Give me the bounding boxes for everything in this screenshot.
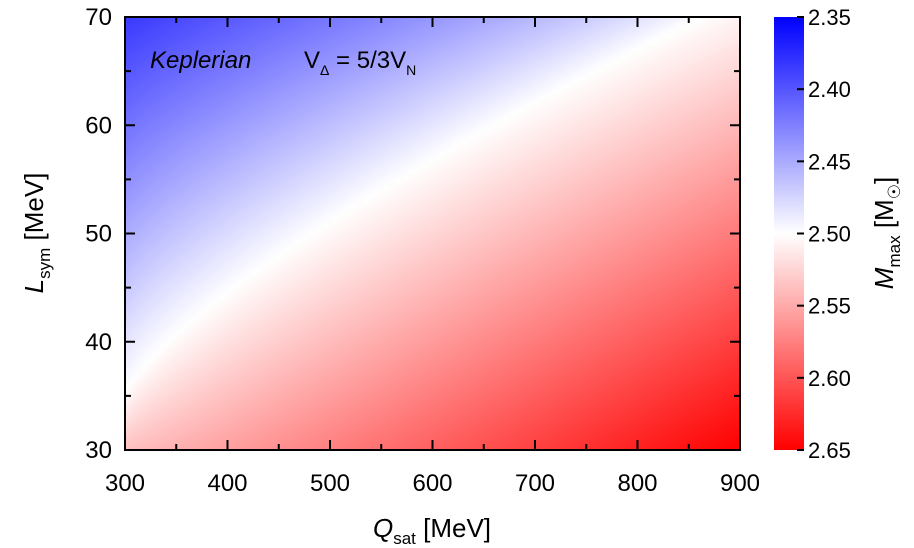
x-tick-label: 400 xyxy=(207,470,247,497)
x-tick-label: 300 xyxy=(105,470,145,497)
y-tick-label: 70 xyxy=(85,4,112,31)
x-tick-label: 900 xyxy=(720,470,760,497)
heatmap-field xyxy=(125,17,740,450)
colorbar-tick-label: 2.40 xyxy=(808,77,851,102)
x-tick-label: 700 xyxy=(515,470,555,497)
x-tick-label: 800 xyxy=(617,470,657,497)
x-axis-title: Qsat [MeV] xyxy=(373,513,491,548)
y-tick-label: 50 xyxy=(85,221,112,248)
model-annotation: Keplerian xyxy=(150,47,251,74)
colorbar-title: Mmax [M☉] xyxy=(869,177,904,289)
y-tick-label: 40 xyxy=(85,329,112,356)
colorbar-ticks: 2.35 2.40 2.45 2.50 2.55 2.60 2.65 xyxy=(797,5,851,463)
colorbar-tick-label: 2.50 xyxy=(808,222,851,247)
x-axis-ticks: 300 400 500 600 700 800 900 xyxy=(105,17,760,497)
y-tick-label: 60 xyxy=(85,112,112,139)
colorbar-tick-label: 2.45 xyxy=(808,149,851,174)
colorbar-tick-label: 2.65 xyxy=(808,438,851,463)
x-tick-label: 500 xyxy=(310,470,350,497)
x-tick-label: 600 xyxy=(412,470,452,497)
colorbar-tick-label: 2.60 xyxy=(808,366,851,391)
colorbar-tick-label: 2.55 xyxy=(808,294,851,319)
y-axis-ticks: 30 40 50 60 70 xyxy=(85,4,740,464)
colorbar-tick-label: 2.35 xyxy=(808,5,851,30)
formula-annotation: VΔ = 5/3VN xyxy=(304,47,416,78)
y-axis-title: Lsym [MeV] xyxy=(19,173,54,294)
y-tick-label: 30 xyxy=(85,437,112,464)
